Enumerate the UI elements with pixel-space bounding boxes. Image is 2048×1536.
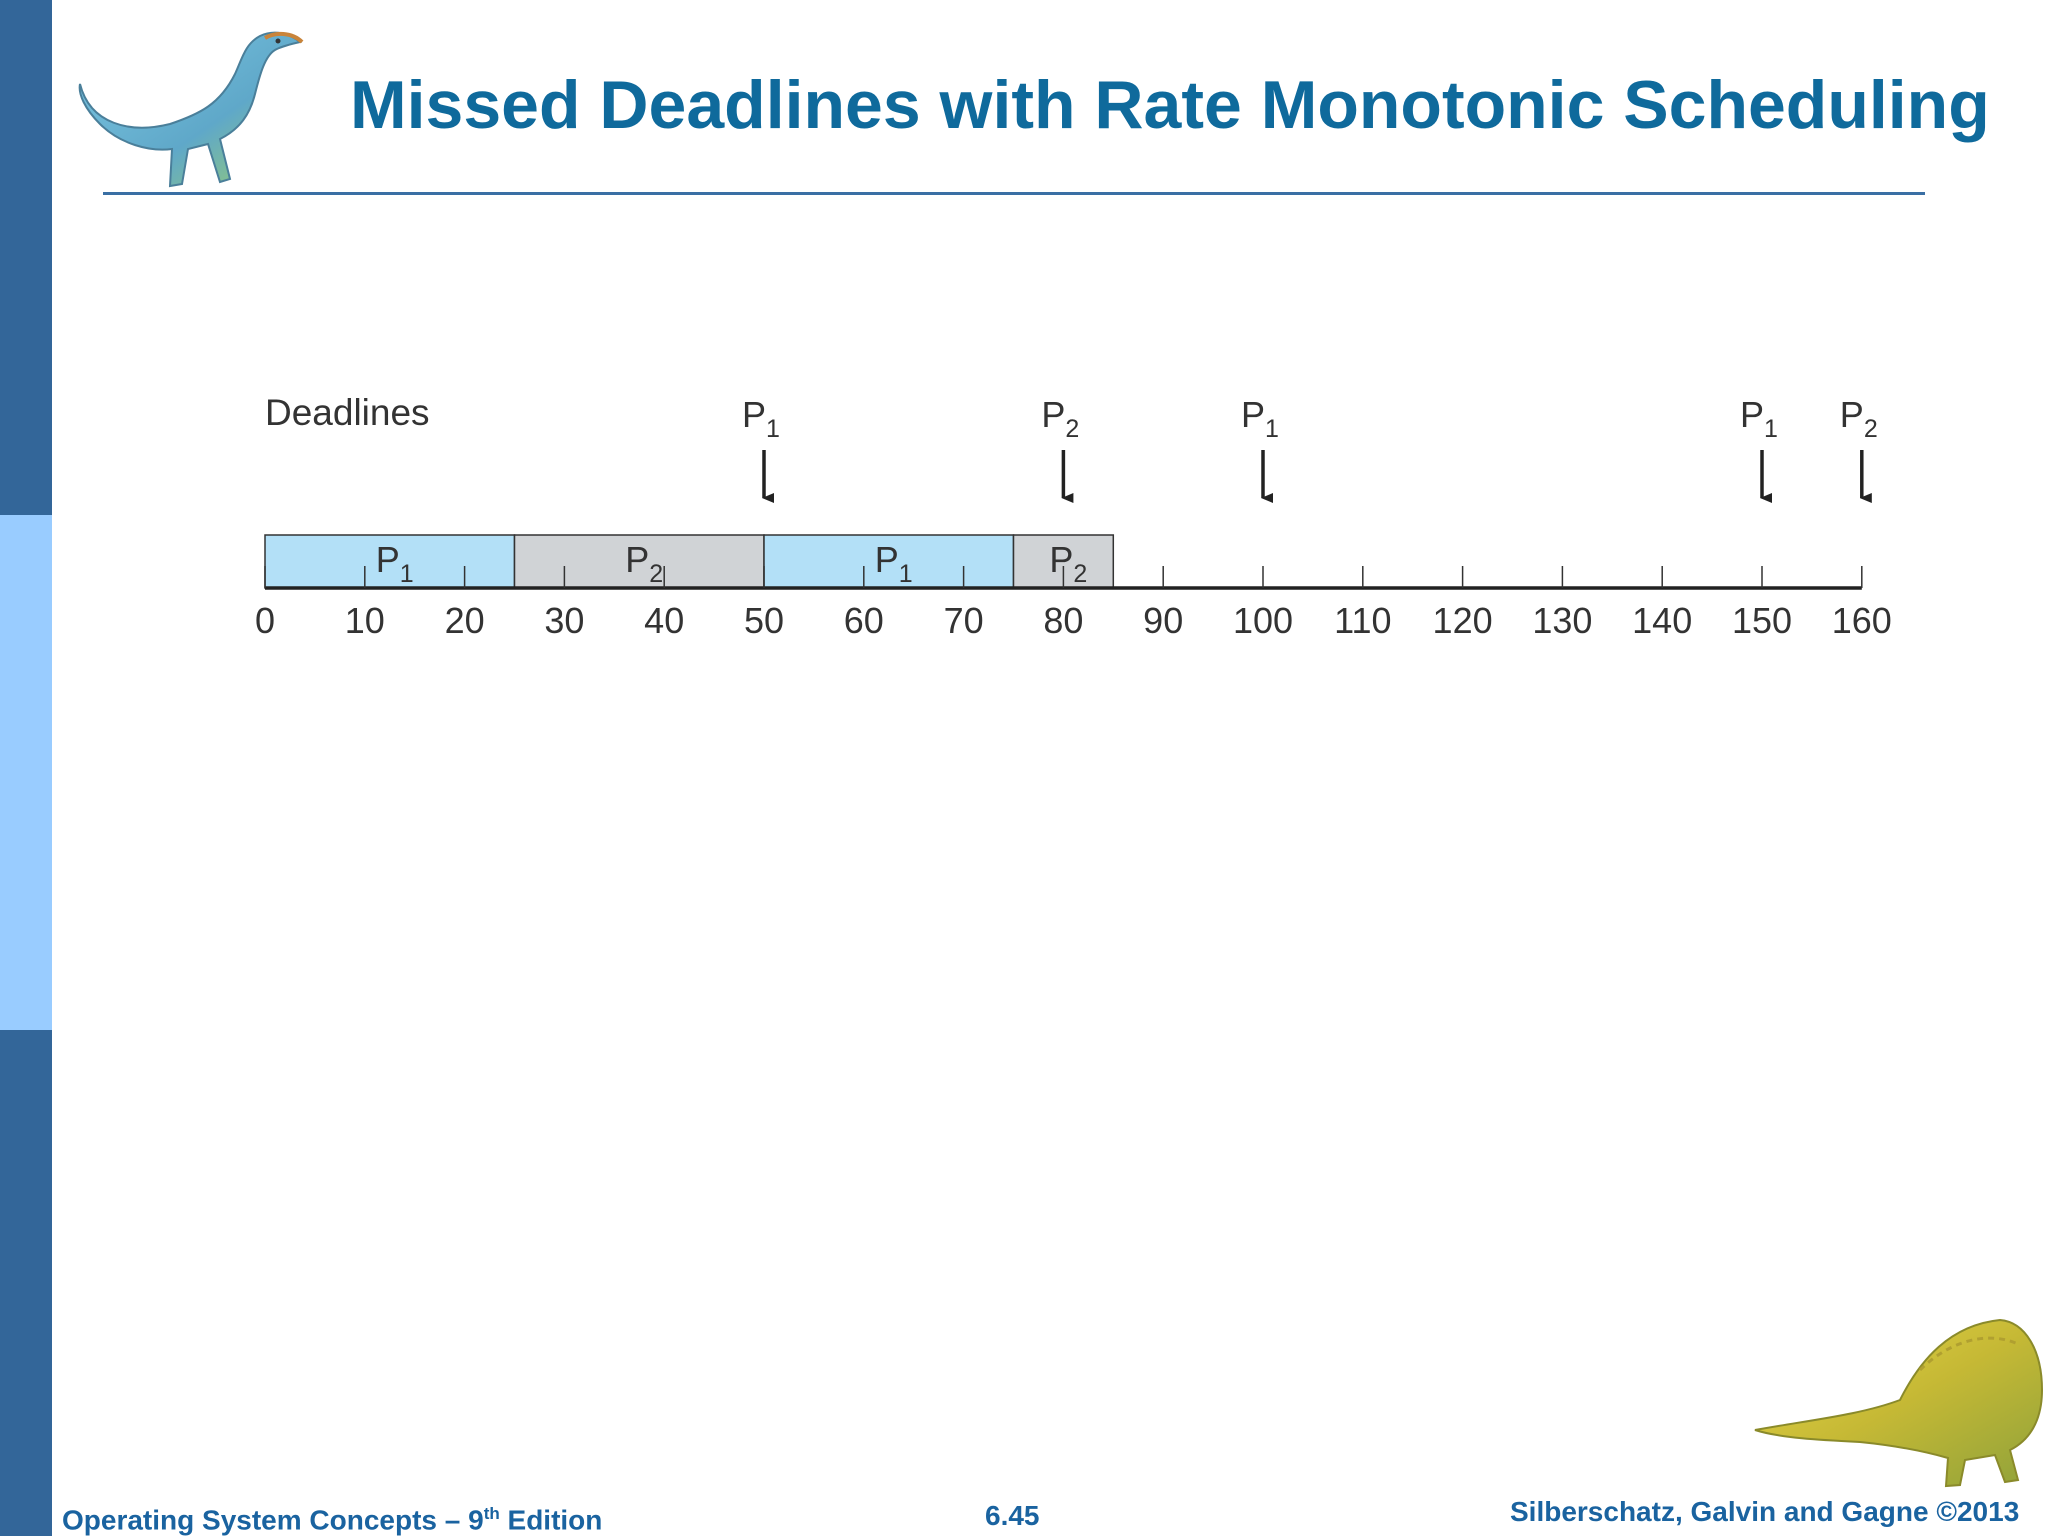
block-label: P2	[1049, 539, 1087, 588]
axis-tick-label: 70	[944, 600, 984, 641]
axis-tick-label: 90	[1143, 600, 1183, 641]
title-divider	[103, 192, 1925, 195]
deadline-label-letter: P	[1241, 394, 1265, 435]
axis-tick-label: 120	[1433, 600, 1493, 641]
axis-tick-label: 50	[744, 600, 784, 641]
axis-tick-label: 140	[1632, 600, 1692, 641]
block-label: P2	[625, 539, 663, 588]
deadline-label-letter: P	[1740, 394, 1764, 435]
axis-tick-label: 20	[445, 600, 485, 641]
deadline-label: P2	[1041, 394, 1079, 443]
deadline-label: P1	[1740, 394, 1778, 443]
footer-book-title: Operating System Concepts – 9th Edition	[62, 1504, 603, 1536]
block-p1-0	[264, 534, 516, 589]
dinosaur-mascot-icon	[1754, 1318, 2044, 1488]
axis-tick-label: 150	[1732, 600, 1792, 641]
deadline-label: P2	[1840, 394, 1878, 443]
axis-tick-label: 100	[1233, 600, 1293, 641]
block-label-letter: P	[1049, 539, 1073, 580]
deadline-label-sub: 2	[1065, 415, 1079, 443]
deadline-label-sub: 2	[1864, 415, 1878, 443]
deadline-label-letter: P	[1840, 394, 1864, 435]
deadline-markers: P1 P2 P1 P1 P2	[742, 394, 1878, 503]
block-label-letter: P	[875, 539, 899, 580]
deadline-label-sub: 1	[766, 415, 780, 443]
dinosaur-logo-icon	[78, 31, 304, 188]
deadlines-label: Deadlines	[265, 392, 430, 433]
axis-tick-label: 0	[255, 600, 275, 641]
axis-tick-label: 160	[1832, 600, 1892, 641]
sidebar-middle-band	[0, 515, 52, 1030]
deadline-label-sub: 1	[1265, 415, 1279, 443]
axis-tick-label: 60	[844, 600, 884, 641]
slide-sidebar	[0, 0, 52, 1536]
block-label-sub: 2	[649, 560, 663, 588]
axis-tick-label: 80	[1043, 600, 1083, 641]
sidebar-top-band	[0, 0, 52, 515]
block-label: P1	[875, 539, 913, 588]
axis-tick-label: 110	[1334, 600, 1391, 641]
block-label-letter: P	[376, 539, 400, 580]
footer-copyright: Silberschatz, Galvin and Gagne ©2013	[1510, 1496, 2020, 1527]
block-label-sub: 2	[1073, 560, 1087, 588]
deadline-label: P1	[1241, 394, 1279, 443]
deadline-label-letter: P	[742, 394, 766, 435]
block-label: P1	[376, 539, 414, 588]
slide-number: 6.45	[985, 1500, 1040, 1531]
deadline-label-letter: P	[1041, 394, 1065, 435]
axis-tick-label: 10	[345, 600, 385, 641]
deadline-label: P1	[742, 394, 780, 443]
block-label-sub: 1	[899, 560, 913, 588]
axis-tick-label: 130	[1532, 600, 1592, 641]
axis-tick-label: 40	[644, 600, 684, 641]
block-label-letter: P	[625, 539, 649, 580]
execution-blocks: P1 P2 P1 P2	[264, 534, 1115, 589]
axis-tick-label: 30	[544, 600, 584, 641]
page-title: Missed Deadlines with Rate Monotonic Sch…	[350, 67, 1990, 143]
sidebar-bottom-band	[0, 1030, 52, 1536]
time-axis: 0 10 20 30 40 50 60 70 80 90 100 110 120 130 140 150 160	[255, 566, 1892, 641]
block-label-sub: 1	[400, 560, 414, 588]
deadline-label-sub: 1	[1764, 415, 1778, 443]
